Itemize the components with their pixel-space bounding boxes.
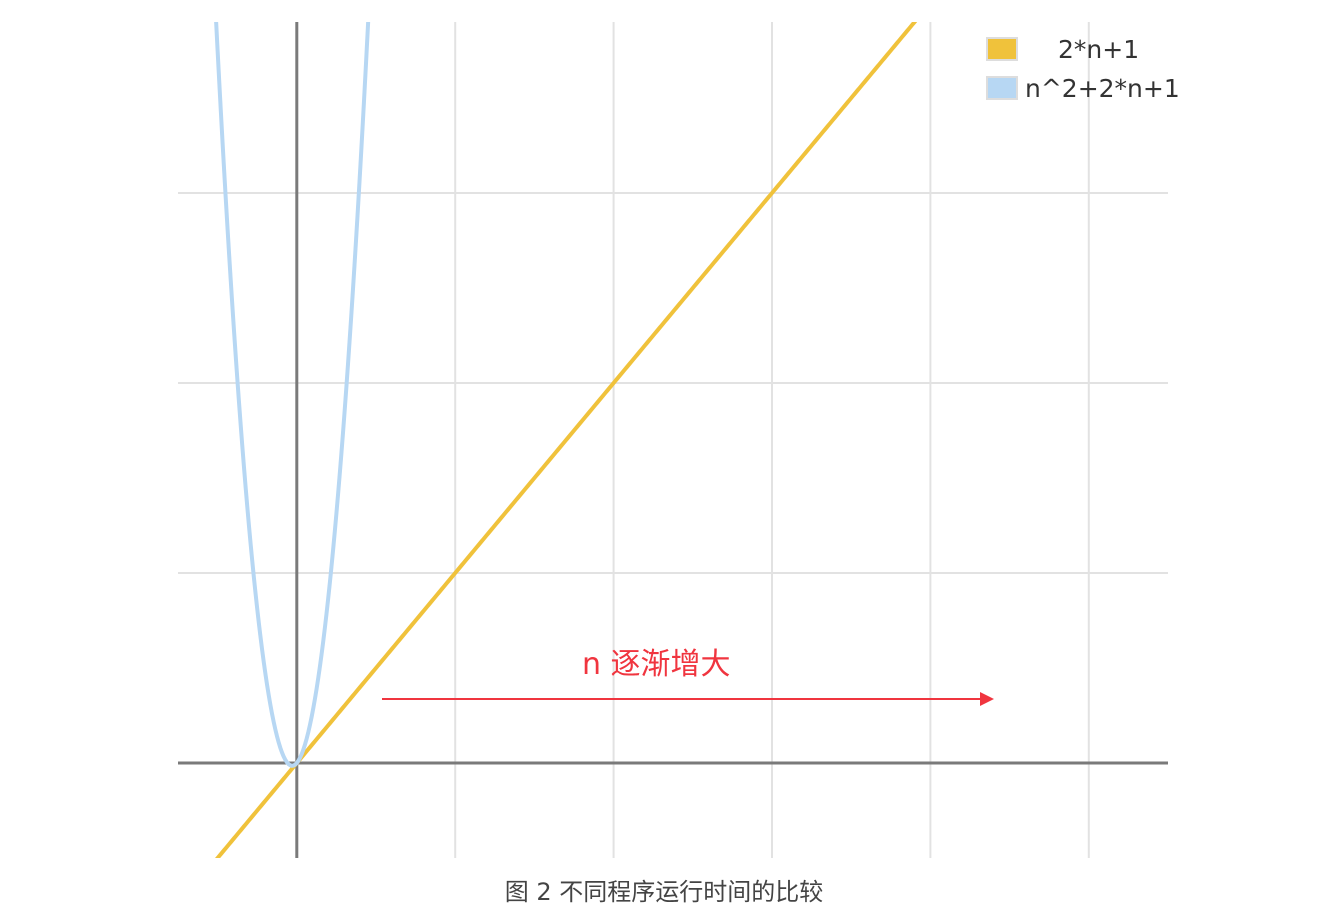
annotation-text: n 逐渐增大 — [582, 647, 731, 682]
series-line-quadratic — [214, 22, 371, 768]
figure-caption: 图 2 不同程序运行时间的比较 — [504, 878, 824, 906]
axes — [178, 22, 1168, 858]
legend-label-quadratic: n^2+2*n+1 — [1025, 74, 1180, 103]
legend-swatch-linear — [986, 37, 1018, 61]
legend-item-linear: 2*n+1 — [986, 35, 1139, 64]
legend-label-linear: 2*n+1 — [1058, 35, 1139, 64]
legend-item-quadratic: n^2+2*n+1 — [986, 74, 1180, 103]
growth-arrow-head — [980, 692, 994, 706]
annotation: n 逐渐增大 — [382, 647, 994, 706]
series-line-linear — [214, 22, 918, 858]
series-layer — [214, 22, 918, 858]
gridlines — [178, 22, 1168, 858]
chart: n 逐渐增大 2*n+1 n^2+2*n+1 — [178, 22, 1180, 858]
legend-swatch-quadratic — [986, 76, 1018, 100]
legend: 2*n+1 n^2+2*n+1 — [986, 35, 1180, 103]
